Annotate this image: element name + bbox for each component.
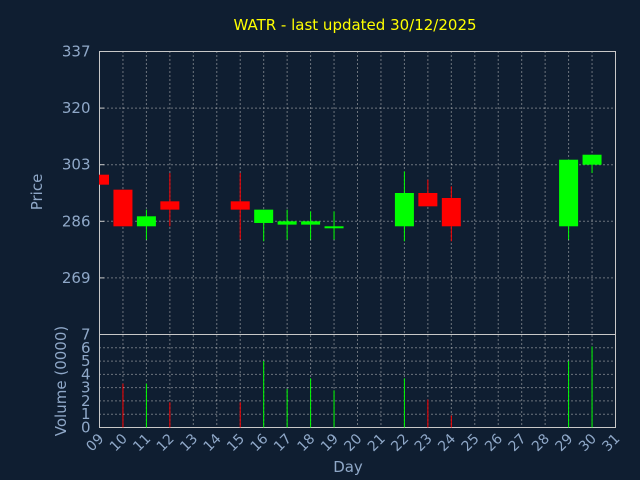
candle-body <box>254 209 274 223</box>
price-gridlines <box>99 51 616 428</box>
day-tick-label: 10 <box>107 431 131 455</box>
volume-axis-label: Volume (0000) <box>52 326 70 436</box>
day-tick-label: 23 <box>412 431 436 455</box>
day-tick-label: 29 <box>552 431 576 455</box>
volume-panel-frame <box>99 334 616 428</box>
volume-tick-label: 3 <box>81 379 91 397</box>
price-tick-label: 286 <box>62 212 91 230</box>
day-axis-ticks: 09 10 11 12 13 14 15 16 17 18 19 20 21 22 23 24 25 26 27 28… <box>83 431 623 455</box>
candle-body <box>136 216 156 227</box>
day-tick-label: 20 <box>341 431 365 455</box>
day-tick-label: 24 <box>435 431 459 455</box>
candle-body <box>160 201 180 210</box>
day-tick-label: 25 <box>459 431 483 455</box>
day-tick-label: 19 <box>318 431 342 455</box>
candle-body <box>441 197 461 227</box>
day-tick-label: 18 <box>294 431 318 455</box>
day-tick-label: 14 <box>201 431 225 455</box>
day-tick-label: 17 <box>271 431 295 455</box>
volume-tick-label: 4 <box>81 365 91 383</box>
volume-tick-label: 2 <box>81 392 91 410</box>
candle-body <box>301 221 321 225</box>
candle-body <box>582 154 602 165</box>
day-tick-label: 27 <box>506 431 530 455</box>
candle-body <box>418 193 438 207</box>
day-tick-label: 16 <box>248 431 272 455</box>
day-axis-label: Day <box>333 458 363 476</box>
day-tick-label: 30 <box>576 431 600 455</box>
candle-body <box>324 226 344 229</box>
day-tick-label: 15 <box>224 431 248 455</box>
day-tick-label: 26 <box>482 431 506 455</box>
day-tick-label: 12 <box>154 431 178 455</box>
volume-tick-label: 0 <box>81 419 91 437</box>
candle-body <box>99 174 109 185</box>
volume-bars <box>122 346 593 428</box>
price-tick-label: 269 <box>62 269 91 287</box>
day-tick-label: 31 <box>599 431 623 455</box>
candle-body <box>559 159 579 227</box>
price-tick-label: 320 <box>62 99 91 117</box>
candle-body <box>113 189 133 227</box>
volume-tick-label: 5 <box>81 352 91 370</box>
day-tick-label: 21 <box>365 431 389 455</box>
candle-body <box>394 193 414 227</box>
volume-tick-label: 7 <box>81 326 91 344</box>
price-axis-ticks: 337 320 303 286 269 <box>62 43 91 287</box>
candle-body <box>230 201 250 210</box>
price-candles <box>99 154 602 242</box>
day-tick-label: 13 <box>177 431 201 455</box>
candle-body <box>277 221 297 225</box>
price-tick-label: 303 <box>62 156 91 174</box>
chart-title: WATR - last updated 30/12/2025 <box>233 16 476 34</box>
volume-tick-label: 1 <box>81 405 91 423</box>
day-tick-label: 28 <box>529 431 553 455</box>
price-axis-label: Price <box>28 174 46 211</box>
volume-tick-label: 6 <box>81 339 91 357</box>
day-tick-label: 11 <box>130 431 154 455</box>
price-tick-label: 337 <box>62 43 91 61</box>
day-tick-label: 22 <box>388 431 412 455</box>
